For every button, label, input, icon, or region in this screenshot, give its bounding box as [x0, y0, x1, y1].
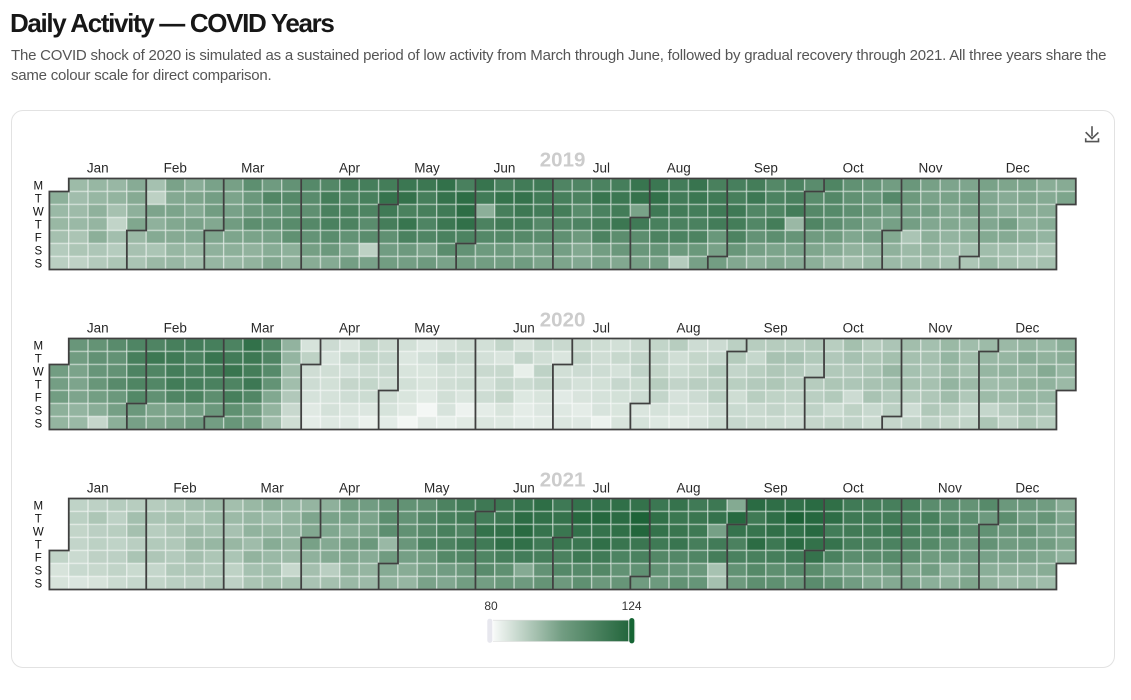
svg-text:Jun: Jun: [494, 160, 516, 175]
svg-text:Nov: Nov: [928, 320, 952, 335]
svg-text:Dec: Dec: [1015, 480, 1039, 495]
svg-text:M: M: [34, 500, 44, 512]
svg-text:May: May: [414, 160, 440, 175]
svg-text:May: May: [414, 320, 440, 335]
svg-text:Apr: Apr: [339, 320, 361, 335]
svg-text:S: S: [34, 405, 42, 417]
svg-text:2019: 2019: [540, 149, 586, 172]
svg-text:Sep: Sep: [764, 320, 788, 335]
svg-text:W: W: [33, 206, 44, 218]
svg-text:F: F: [35, 232, 42, 244]
svg-text:Oct: Oct: [843, 160, 864, 175]
svg-text:S: S: [34, 418, 42, 430]
svg-text:Sep: Sep: [764, 480, 788, 495]
svg-text:124: 124: [622, 599, 642, 613]
svg-text:Sep: Sep: [754, 160, 778, 175]
svg-text:Jan: Jan: [87, 160, 109, 175]
svg-text:T: T: [35, 353, 42, 365]
svg-text:Dec: Dec: [1015, 320, 1039, 335]
svg-text:Feb: Feb: [164, 160, 187, 175]
svg-text:M: M: [34, 340, 44, 352]
svg-text:M: M: [34, 180, 44, 192]
svg-text:W: W: [33, 366, 44, 378]
svg-text:Aug: Aug: [667, 160, 691, 175]
svg-text:Jan: Jan: [87, 320, 109, 335]
svg-text:Aug: Aug: [676, 320, 700, 335]
svg-text:Jul: Jul: [593, 160, 610, 175]
svg-text:2020: 2020: [540, 309, 586, 332]
svg-text:Aug: Aug: [676, 480, 700, 495]
svg-text:2021: 2021: [540, 469, 586, 492]
svg-text:T: T: [35, 379, 42, 391]
svg-text:T: T: [35, 219, 42, 231]
svg-text:Jun: Jun: [513, 320, 535, 335]
svg-text:Mar: Mar: [260, 480, 284, 495]
svg-text:Nov: Nov: [919, 160, 943, 175]
svg-text:Feb: Feb: [164, 320, 187, 335]
svg-text:Dec: Dec: [1006, 160, 1030, 175]
svg-text:Mar: Mar: [241, 160, 265, 175]
svg-text:F: F: [35, 392, 42, 404]
svg-text:S: S: [34, 578, 42, 590]
svg-text:Jun: Jun: [513, 480, 535, 495]
svg-text:S: S: [34, 258, 42, 270]
svg-text:Apr: Apr: [339, 160, 361, 175]
svg-text:S: S: [34, 565, 42, 577]
svg-text:W: W: [33, 526, 44, 538]
svg-text:Mar: Mar: [251, 320, 275, 335]
svg-text:Feb: Feb: [173, 480, 196, 495]
svg-text:Oct: Oct: [843, 320, 864, 335]
svg-text:Oct: Oct: [843, 480, 864, 495]
svg-text:Jul: Jul: [593, 320, 610, 335]
svg-text:F: F: [35, 552, 42, 564]
svg-text:May: May: [424, 480, 450, 495]
svg-text:Jul: Jul: [593, 480, 610, 495]
svg-text:80: 80: [484, 599, 498, 613]
svg-text:T: T: [35, 539, 42, 551]
svg-text:T: T: [35, 193, 42, 205]
svg-text:S: S: [34, 245, 42, 257]
svg-text:Apr: Apr: [339, 480, 361, 495]
svg-text:T: T: [35, 513, 42, 525]
svg-text:Jan: Jan: [87, 480, 109, 495]
svg-text:Nov: Nov: [938, 480, 962, 495]
